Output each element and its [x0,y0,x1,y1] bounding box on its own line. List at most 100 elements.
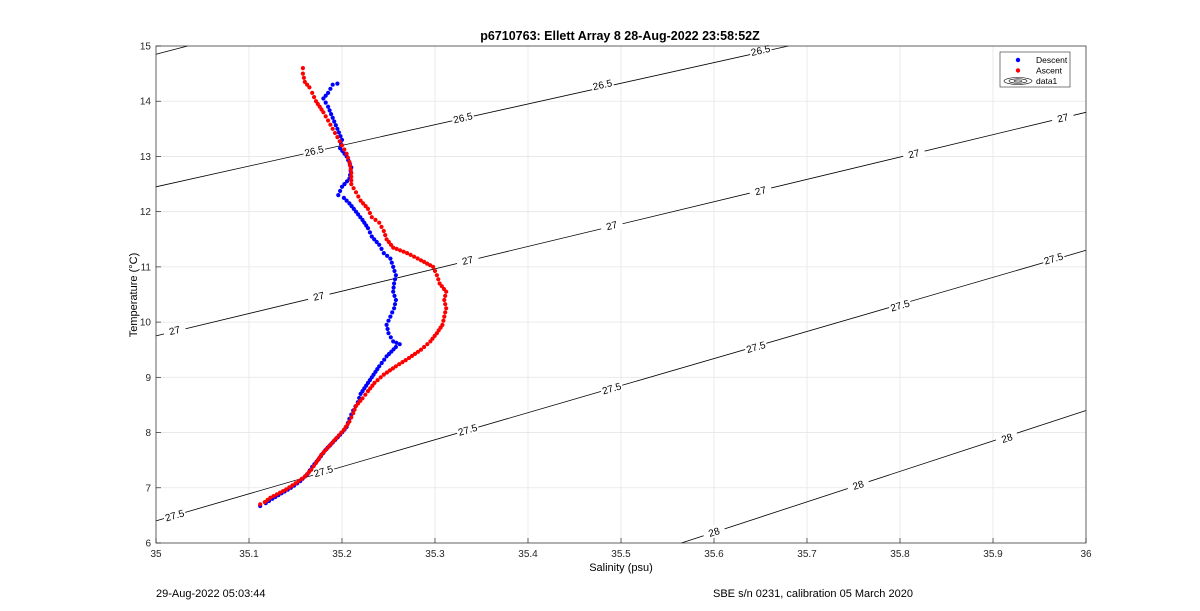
data-point [375,378,380,383]
contour-label-group: 27 [748,181,773,199]
density-contours: 26.5 26.5 26.5 26.5 27 27 27 27 27 27 27 27.5 27.5 27… [155,41,1087,544]
contour-label-bg [1050,108,1075,126]
data-point [296,479,301,484]
data-point [326,118,331,123]
contour-label-group: 28 [845,475,871,494]
data-point [271,494,276,499]
contour-label: 27 [605,220,619,233]
data-point [389,260,394,265]
data-point [422,344,427,350]
contour-label: 27.5 [601,381,623,397]
data-point [331,438,336,443]
x-axis-label: Salinity (psu) [589,562,653,574]
data-point [356,194,361,199]
contour-label-bg [887,296,913,314]
data-point [326,90,331,95]
contour-label-bg [743,337,768,356]
contour-label-bg [845,475,871,494]
data-point [393,364,398,369]
y-tick-label: 7 [145,483,151,494]
data-point [330,82,335,87]
contour-label-group: 27.5 [455,420,480,439]
legend-label: Ascent [1036,66,1063,76]
data-point [393,344,398,350]
contour-label-bg [590,75,615,93]
data-point [386,318,391,323]
data-point [351,411,356,416]
x-tick-label: 35.1 [239,549,259,560]
data-point [345,155,351,160]
contour-label-bg [301,142,327,159]
data-point [339,184,345,189]
data-point [277,490,283,495]
data-point [310,90,315,95]
x-tick-label: 36 [1080,549,1092,560]
y-tick-label: 13 [140,152,152,163]
data-point [274,492,279,497]
contour-label-group: 27.5 [887,296,913,314]
data-point [393,297,398,303]
data-point [290,483,295,488]
contour-label-group: 27 [1050,108,1075,126]
contour-label: 27.5 [164,508,186,524]
contour-label-group: 27 [599,216,624,234]
y-tick-label: 8 [145,428,151,439]
data-point [309,467,314,472]
data-point [392,277,398,282]
data-point [393,273,398,278]
data-point [436,277,441,282]
data-point [339,143,345,148]
data-point [398,248,403,253]
contour-label: 26.5 [750,44,772,59]
data-point [311,464,316,469]
data-point [287,485,292,490]
data-point [434,273,439,278]
x-tick-label: 35.3 [425,549,445,560]
data-point [379,224,384,229]
legend-box [999,51,1071,88]
contour-label-group: 27 [455,251,480,269]
data-point [415,256,420,261]
data-point [301,75,306,80]
data-point [422,259,427,264]
y-tick-label: 14 [140,97,152,108]
data-point [372,380,377,385]
data-point [392,281,397,286]
data-point [299,476,304,481]
x-tick-label: 35.4 [518,549,538,560]
contour-label-bg [994,428,1020,447]
contour-label-bg [455,420,480,439]
data-point [348,167,353,172]
contour-label-bg [450,109,475,126]
contour-label: 27 [907,148,921,161]
data-point [349,170,354,176]
x-tick-label: 35.2 [332,549,352,560]
data-point [365,206,371,211]
contour-label-bg [162,506,187,524]
data-point [330,115,335,120]
y-axis: 6 7 8 9 10 11 12 13 14 15 [140,42,161,550]
data-point [377,242,382,247]
contour-label: 27 [461,255,475,268]
legend-contour-icon [1013,79,1023,83]
data-point [412,351,418,356]
contour-label: 27.5 [889,298,911,314]
data-point [369,215,374,220]
data-point [397,342,402,347]
data-point [324,447,329,452]
data-point [391,285,396,290]
x-tick-label: 35 [150,549,162,560]
data-point [388,256,393,261]
series-ascent [258,66,449,507]
data-point [332,130,338,136]
data-point [329,441,334,446]
data-point [401,249,406,254]
data-point [268,495,273,500]
x-tick-label: 35.8 [890,549,910,560]
data-point [284,487,289,492]
legend-contour-icon [1003,77,1033,85]
data-point [327,108,332,113]
data-point [403,358,408,363]
data-point [323,100,328,105]
